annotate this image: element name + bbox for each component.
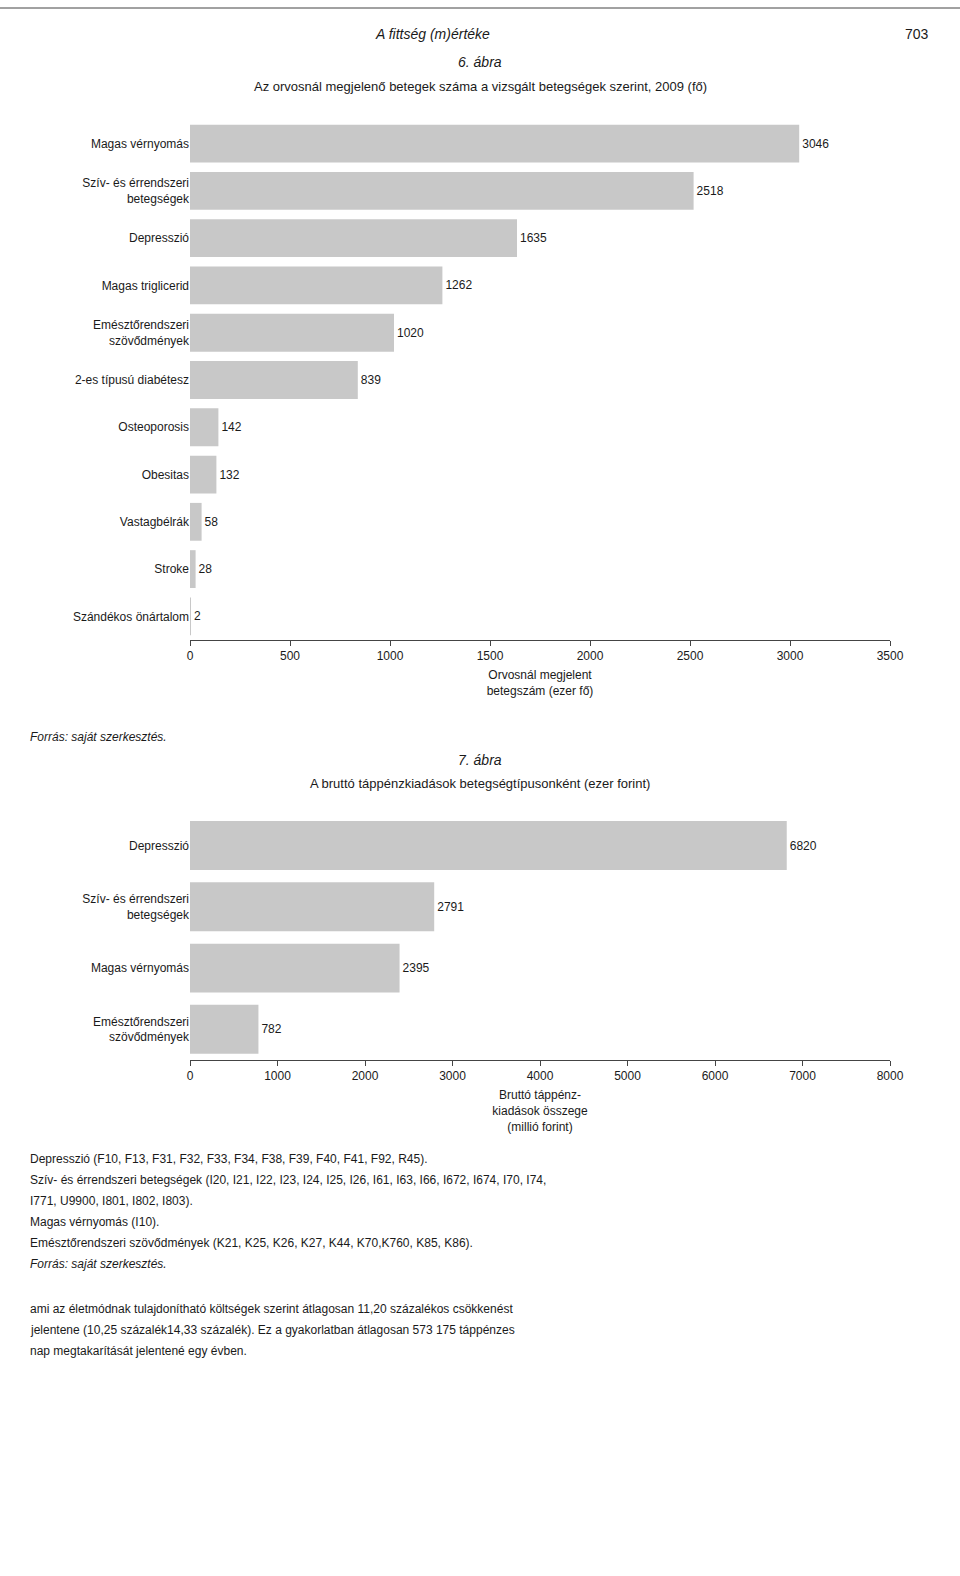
svg-text:Emésztőrendszeriszövődmények: Emésztőrendszeriszövődmények — [93, 1015, 190, 1045]
svg-text:Emésztőrendszeriszövődmények: Emésztőrendszeriszövődmények — [93, 318, 190, 348]
svg-text:Szív- és érrendszeribetegségek: Szív- és érrendszeribetegségek — [82, 176, 190, 206]
svg-text:7000: 7000 — [789, 1069, 816, 1083]
svg-text:Magas vérnyomás: Magas vérnyomás — [91, 137, 189, 151]
svg-text:6. ábra: 6. ábra — [458, 54, 502, 70]
svg-text:500: 500 — [280, 649, 300, 663]
svg-text:Az orvosnál megjelenő betegek: Az orvosnál megjelenő betegek száma a vi… — [254, 79, 707, 94]
svg-text:2000: 2000 — [352, 1069, 379, 1083]
svg-text:6000: 6000 — [702, 1069, 729, 1083]
svg-text:3000: 3000 — [777, 649, 804, 663]
svg-text:2-es típusú diabétesz: 2-es típusú diabétesz — [75, 373, 189, 387]
svg-text:Magas vérnyomás (I10).: Magas vérnyomás (I10). — [30, 1215, 159, 1229]
svg-text:A fittség (m)értéke: A fittség (m)értéke — [375, 26, 490, 42]
svg-text:2395: 2395 — [403, 961, 430, 975]
svg-text:Szív- és érrendszeri betegsége: Szív- és érrendszeri betegségek (I20, I2… — [30, 1173, 546, 1187]
svg-text:2: 2 — [194, 609, 201, 623]
svg-text:Osteoporosis: Osteoporosis — [118, 420, 189, 434]
svg-text:1000: 1000 — [377, 649, 404, 663]
svg-text:0: 0 — [187, 1069, 194, 1083]
svg-text:1020: 1020 — [397, 326, 424, 340]
svg-text:1500: 1500 — [477, 649, 504, 663]
svg-text:A bruttó táppénzkiadások beteg: A bruttó táppénzkiadások betegségtípuson… — [310, 776, 650, 791]
svg-text:6820: 6820 — [790, 839, 817, 853]
svg-text:3046: 3046 — [802, 137, 829, 151]
svg-text:782: 782 — [261, 1022, 281, 1036]
svg-text:Obesitas: Obesitas — [142, 468, 189, 482]
svg-text:nap megtakarítását jelentené e: nap megtakarítását jelentené egy évben. — [30, 1344, 247, 1358]
svg-text:5000: 5000 — [614, 1069, 641, 1083]
svg-text:58: 58 — [205, 515, 219, 529]
svg-text:Depresszió (F10, F13, F31, F32: Depresszió (F10, F13, F31, F32, F33, F34… — [30, 1152, 428, 1166]
svg-text:Depresszió: Depresszió — [129, 839, 189, 853]
svg-text:1635: 1635 — [520, 231, 547, 245]
svg-text:132: 132 — [219, 468, 239, 482]
svg-text:Szándékos önártalom: Szándékos önártalom — [73, 610, 189, 624]
svg-text:Orvosnál megjelentbetegszám (e: Orvosnál megjelentbetegszám (ezer fő) — [487, 668, 594, 698]
svg-text:Depresszió: Depresszió — [129, 231, 189, 245]
svg-text:Szív- és érrendszeribetegségek: Szív- és érrendszeribetegségek — [82, 892, 190, 922]
svg-text:Magas triglicerid: Magas triglicerid — [102, 279, 189, 293]
svg-text:142: 142 — [221, 420, 241, 434]
svg-text:2500: 2500 — [677, 649, 704, 663]
svg-text:839: 839 — [361, 373, 381, 387]
svg-text:703: 703 — [905, 26, 929, 42]
svg-text:I771, U9900, I801, I802, I803): I771, U9900, I801, I802, I803). — [30, 1194, 193, 1208]
svg-text:Bruttó táppénz-kiadások összeg: Bruttó táppénz-kiadások összege(millió f… — [492, 1088, 588, 1133]
svg-text:2791: 2791 — [437, 900, 464, 914]
svg-text:ami az életmódnak tulajdonítha: ami az életmódnak tulajdonítható költség… — [30, 1302, 513, 1316]
svg-text:3500: 3500 — [877, 649, 904, 663]
svg-text:2000: 2000 — [577, 649, 604, 663]
svg-text:Magas vérnyomás: Magas vérnyomás — [91, 961, 189, 975]
svg-text:7. ábra: 7. ábra — [458, 752, 502, 768]
svg-text:3000: 3000 — [439, 1069, 466, 1083]
svg-text:Forrás: saját szerkesztés.: Forrás: saját szerkesztés. — [30, 730, 167, 744]
svg-text:Vastagbélrák: Vastagbélrák — [120, 515, 190, 529]
svg-text:0: 0 — [187, 649, 194, 663]
svg-text:Emésztőrendszeri szövődmények: Emésztőrendszeri szövődmények (K21, K25,… — [30, 1236, 473, 1250]
svg-text:Stroke: Stroke — [154, 562, 189, 576]
svg-text:4000: 4000 — [527, 1069, 554, 1083]
svg-text:2518: 2518 — [697, 184, 724, 198]
svg-text:1262: 1262 — [445, 278, 472, 292]
svg-text:Forrás: saját szerkesztés.: Forrás: saját szerkesztés. — [30, 1257, 167, 1271]
svg-text:8000: 8000 — [877, 1069, 904, 1083]
svg-text:jelentene (10,25 százalék14,33: jelentene (10,25 százalék14,33 százalék)… — [30, 1323, 515, 1337]
svg-text:1000: 1000 — [264, 1069, 291, 1083]
svg-text:28: 28 — [199, 562, 213, 576]
